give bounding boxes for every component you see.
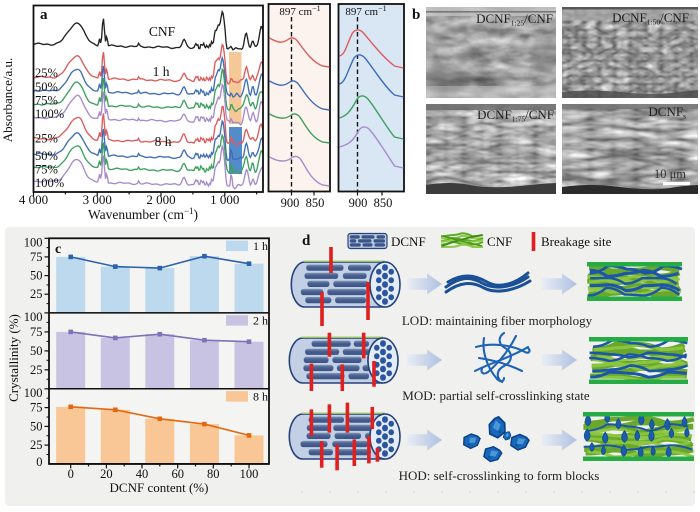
svg-text:50%: 50%	[35, 80, 58, 94]
svg-text:75: 75	[30, 401, 43, 415]
svg-text:897 cm−1: 897 cm−1	[345, 4, 386, 19]
svg-text:100%: 100%	[35, 176, 64, 190]
svg-text:850: 850	[374, 196, 393, 210]
svg-text:c: c	[55, 242, 61, 257]
svg-text:DCNF: DCNF	[391, 234, 426, 249]
svg-text:25: 25	[30, 438, 43, 452]
svg-text:DCNF1:75/CNF: DCNF1:75/CNF	[477, 107, 554, 124]
svg-text:Breakage site: Breakage site	[541, 234, 612, 249]
svg-text:MOD: partial self-crosslinking: MOD: partial self-crosslinking state	[402, 388, 590, 403]
svg-text:d: d	[302, 233, 311, 249]
svg-text:897 cm−1: 897 cm−1	[279, 4, 320, 19]
svg-text:50: 50	[30, 419, 43, 433]
svg-text:3 000: 3 000	[83, 192, 112, 207]
svg-text:CNF: CNF	[149, 24, 176, 39]
svg-text:25: 25	[30, 287, 43, 301]
svg-text:50%: 50%	[35, 149, 58, 163]
svg-text:100: 100	[24, 235, 43, 249]
svg-text:CNF: CNF	[487, 234, 512, 249]
svg-text:900: 900	[349, 196, 368, 210]
svg-text:75%: 75%	[35, 94, 58, 108]
svg-text:8 h: 8 h	[155, 134, 172, 149]
svg-text:10 μm: 10 μm	[654, 167, 686, 181]
svg-text:2 000: 2 000	[146, 192, 175, 207]
svg-text:0: 0	[36, 455, 42, 469]
svg-text:b: b	[412, 7, 420, 23]
svg-text:4 000: 4 000	[19, 192, 48, 207]
svg-text:8 h: 8 h	[253, 389, 268, 403]
svg-text:50: 50	[30, 269, 43, 283]
svg-text:75: 75	[30, 250, 43, 264]
svg-text:1 h: 1 h	[253, 239, 268, 253]
svg-text:1 000: 1 000	[210, 192, 239, 207]
svg-text:Absorbance/a.u.: Absorbance/a.u.	[0, 58, 15, 142]
svg-text:a: a	[40, 7, 48, 23]
svg-text:0: 0	[68, 467, 74, 481]
svg-text:Crystallinity (%): Crystallinity (%)	[6, 314, 21, 402]
svg-text:DCNF1:25/CNF: DCNF1:25/CNF	[476, 11, 553, 28]
svg-text:HOD: self-crosslinking to form: HOD: self-crosslinking to form blocks	[399, 468, 600, 483]
svg-text:DCNFs: DCNFs	[648, 104, 686, 121]
svg-text:100: 100	[240, 467, 259, 481]
svg-text:850: 850	[306, 196, 325, 210]
svg-text:25%: 25%	[35, 132, 58, 146]
svg-text:2 h: 2 h	[253, 313, 268, 327]
svg-text:1 h: 1 h	[153, 64, 170, 79]
svg-text:100: 100	[24, 310, 43, 324]
svg-text:LOD: maintaining fiber morphol: LOD: maintaining fiber morphology	[402, 313, 593, 328]
svg-text:Wavenumber (cm−1): Wavenumber (cm−1)	[88, 206, 198, 222]
svg-text:100: 100	[24, 386, 43, 400]
svg-text:75%: 75%	[35, 163, 58, 177]
svg-text:25%: 25%	[35, 66, 58, 80]
svg-text:75: 75	[30, 325, 43, 339]
svg-text:80: 80	[207, 467, 220, 481]
svg-text:60: 60	[171, 467, 184, 481]
svg-text:50: 50	[30, 344, 43, 358]
svg-text:25: 25	[30, 363, 43, 377]
svg-text:900: 900	[281, 196, 300, 210]
svg-text:DCNF1:50/CNF: DCNF1:50/CNF	[612, 10, 689, 27]
svg-text:20: 20	[100, 467, 113, 481]
svg-text:DCNF content (%): DCNF content (%)	[110, 480, 209, 495]
svg-text:40: 40	[136, 467, 149, 481]
svg-text:100%: 100%	[35, 107, 64, 121]
